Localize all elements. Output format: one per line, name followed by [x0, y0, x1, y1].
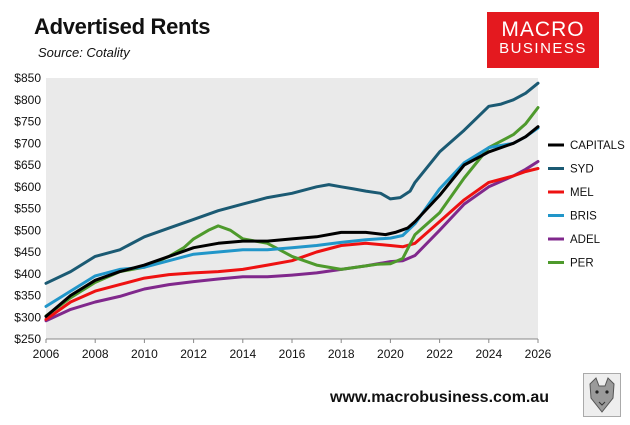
x-tick-label: 2014 [229, 347, 256, 361]
legend-label-adel: ADEL [570, 234, 601, 246]
legend-label-syd: SYD [570, 164, 594, 176]
series-line-capitals [44, 125, 540, 318]
y-tick-label: $500 [14, 223, 41, 237]
macrobusiness-logo: MACRO BUSINESS [487, 12, 599, 68]
series-line-syd [44, 81, 540, 285]
plot-area [46, 78, 538, 339]
legend-label-per: PER [570, 258, 594, 270]
series-line-adel [44, 160, 540, 323]
x-tick-label: 2026 [525, 347, 552, 361]
x-tick-label: 2006 [33, 347, 60, 361]
wolf-mascot-image [583, 373, 621, 417]
legend-label-bris: BRIS [570, 211, 597, 223]
y-tick-label: $350 [14, 289, 41, 303]
x-tick-label: 2022 [426, 347, 453, 361]
y-tick-label: $400 [14, 267, 41, 281]
y-tick-label: $750 [14, 115, 41, 129]
logo-line-2: BUSINESS [499, 40, 587, 57]
y-tick-label: $850 [14, 71, 41, 85]
x-tick-label: 2008 [82, 347, 109, 361]
y-tick-label: $550 [14, 202, 41, 216]
y-tick-label: $700 [14, 136, 41, 150]
logo-line-1: MACRO [501, 18, 585, 41]
x-tick-label: 2020 [377, 347, 404, 361]
legend: CAPITALS SYD MEL BRIS ADEL PER [548, 140, 625, 270]
y-tick-label: $250 [14, 332, 41, 346]
chart-subtitle: Source: Cotality [38, 45, 130, 60]
x-tick-label: 2010 [131, 347, 158, 361]
y-tick-label: $600 [14, 180, 41, 194]
series-line-mel [44, 167, 540, 321]
x-tick-label: 2016 [279, 347, 306, 361]
legend-label-mel: MEL [570, 187, 594, 199]
y-axis: $250 $300 $350 $400 $450 $500 $550 $600 $650 $700… [14, 71, 41, 346]
y-tick-label: $800 [14, 93, 41, 107]
x-axis: 2006 2008 2010 2012 2014 2016 2018 2020 2022 2024… [33, 338, 552, 361]
x-tick-label: 2012 [180, 347, 207, 361]
legend-label-capitals: CAPITALS [570, 140, 625, 152]
x-tick-label: 2018 [328, 347, 355, 361]
series-lines [44, 81, 540, 323]
y-tick-label: $450 [14, 245, 41, 259]
footer-url: www.macrobusiness.com.au [330, 389, 550, 406]
x-tick-label: 2024 [475, 347, 502, 361]
y-tick-label: $300 [14, 310, 41, 324]
y-tick-label: $650 [14, 158, 41, 172]
chart-title: Advertised Rents [34, 14, 211, 39]
